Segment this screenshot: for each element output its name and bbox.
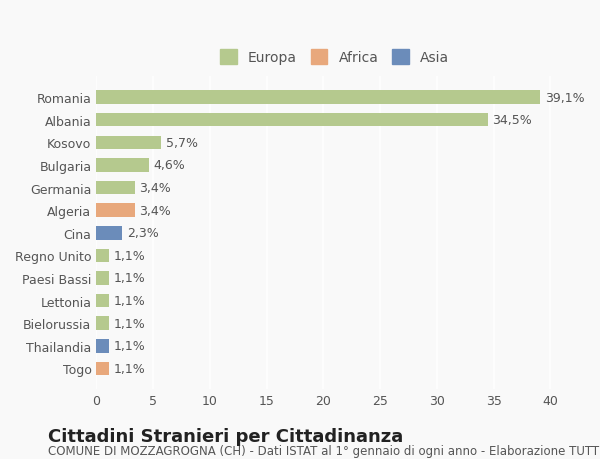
Text: 3,4%: 3,4% [139,204,171,217]
Text: 1,1%: 1,1% [113,294,145,308]
Bar [97,272,109,285]
Text: 1,1%: 1,1% [113,272,145,285]
Text: 1,1%: 1,1% [113,317,145,330]
Text: 1,1%: 1,1% [113,249,145,262]
Text: 1,1%: 1,1% [113,340,145,353]
Bar [97,114,488,127]
Bar [97,226,122,240]
Text: 3,4%: 3,4% [139,182,171,195]
Text: 2,3%: 2,3% [127,227,159,240]
Bar [97,136,161,150]
Text: 34,5%: 34,5% [493,114,532,127]
Text: COMUNE DI MOZZAGROGNA (CH) - Dati ISTAT al 1° gennaio di ogni anno - Elaborazion: COMUNE DI MOZZAGROGNA (CH) - Dati ISTAT … [48,444,600,457]
Bar [97,181,135,195]
Text: 4,6%: 4,6% [153,159,185,172]
Text: 1,1%: 1,1% [113,362,145,375]
Bar [97,91,540,105]
Text: 5,7%: 5,7% [166,136,197,150]
Bar [97,159,149,172]
Legend: Europa, Africa, Asia: Europa, Africa, Asia [213,43,456,72]
Bar [97,204,135,218]
Bar [97,339,109,353]
Text: 39,1%: 39,1% [545,91,584,104]
Text: Cittadini Stranieri per Cittadinanza: Cittadini Stranieri per Cittadinanza [48,427,403,445]
Bar [97,362,109,375]
Bar [97,294,109,308]
Bar [97,317,109,330]
Bar [97,249,109,263]
